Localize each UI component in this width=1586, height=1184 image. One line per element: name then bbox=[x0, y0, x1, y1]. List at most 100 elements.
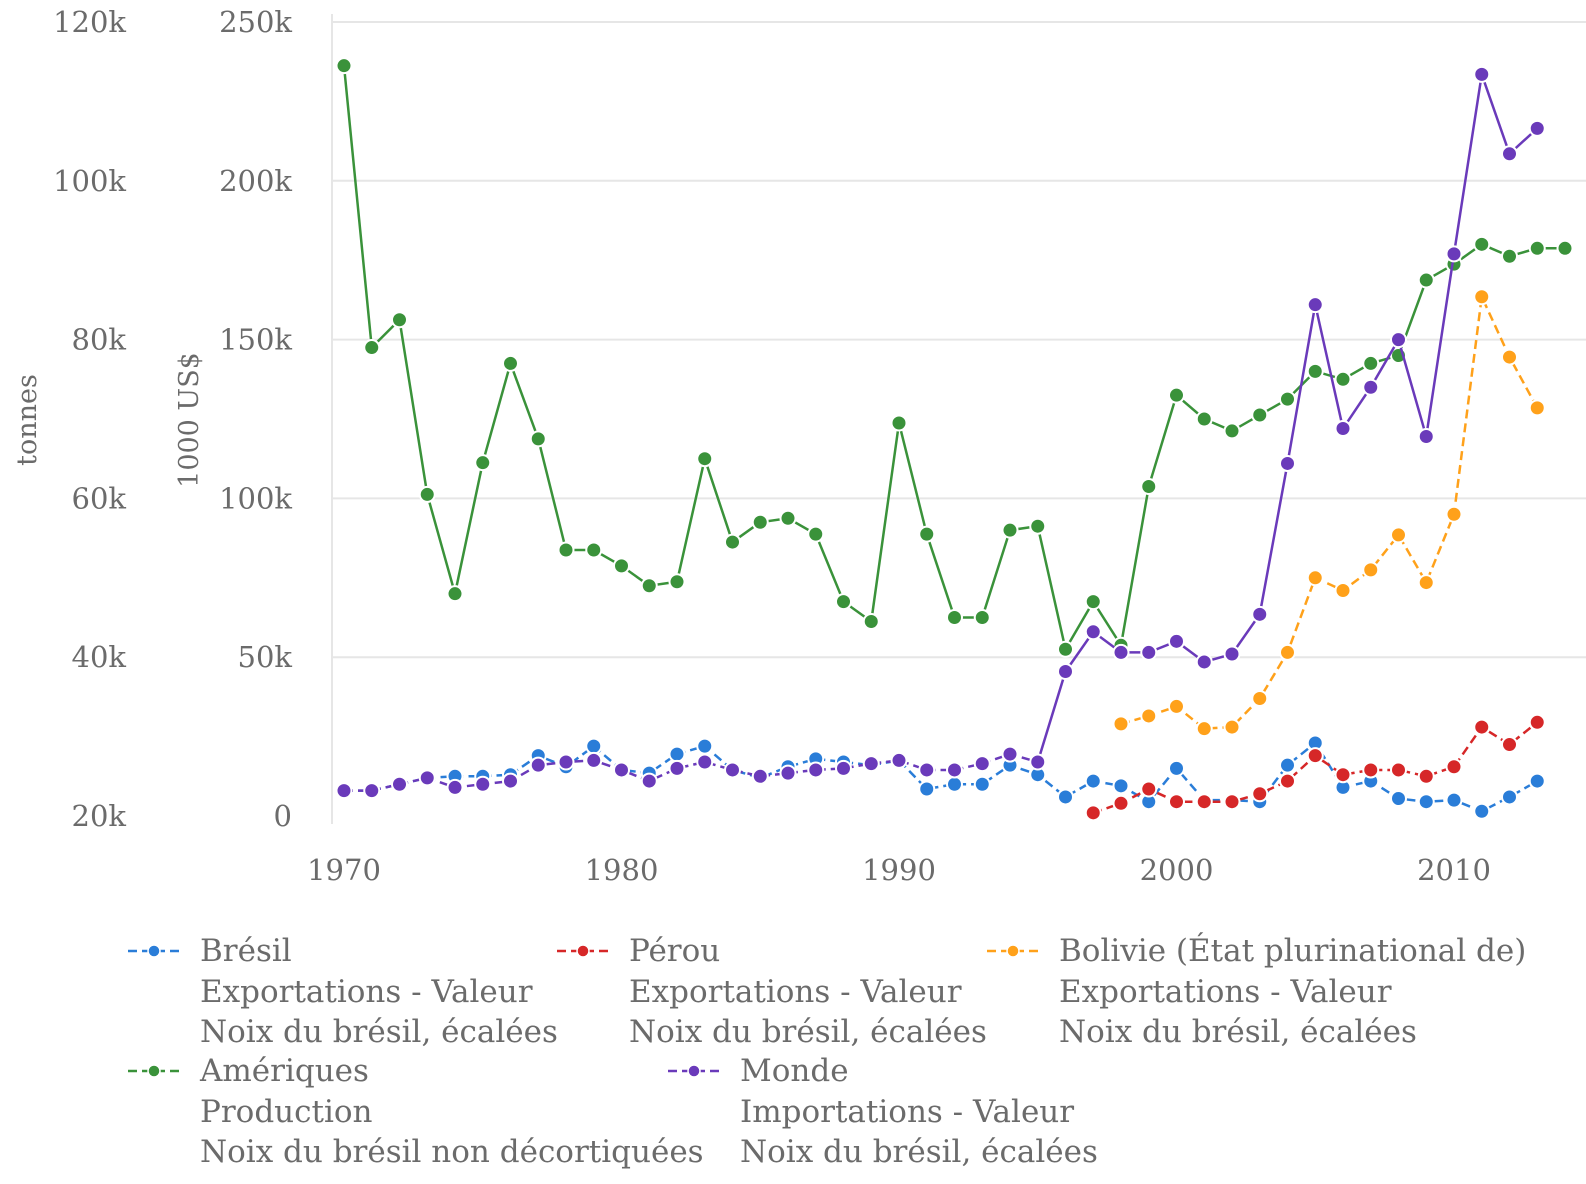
series-1 bbox=[1084, 713, 1546, 822]
y-tick-inner: 150k bbox=[219, 323, 292, 357]
data-point bbox=[1334, 766, 1352, 784]
legend-swatch bbox=[128, 1064, 180, 1078]
y-axis-value: 0 50k 100k 150k 200k 250k bbox=[219, 5, 292, 833]
x-tick: 1990 bbox=[862, 853, 936, 887]
y-tick-inner: 100k bbox=[219, 481, 292, 515]
data-point bbox=[1528, 772, 1546, 790]
data-point bbox=[1528, 399, 1546, 417]
y-tick-outer: 80k bbox=[72, 323, 127, 357]
data-point bbox=[751, 513, 769, 531]
data-point bbox=[1084, 593, 1102, 611]
y-axis-tonnes: 20k 40k 60k 80k 100k 120k bbox=[53, 5, 126, 833]
data-point bbox=[1029, 517, 1047, 535]
data-point bbox=[668, 745, 686, 763]
data-point bbox=[613, 761, 630, 779]
data-point bbox=[1501, 145, 1518, 163]
data-point bbox=[973, 609, 991, 626]
data-point bbox=[1112, 643, 1130, 661]
data-point bbox=[613, 557, 630, 575]
data-point bbox=[1306, 296, 1324, 314]
data-point bbox=[363, 339, 381, 357]
data-point bbox=[1168, 632, 1185, 650]
legend-label: Brésil Exportations - Valeur Noix du brési… bbox=[200, 933, 558, 1050]
data-point bbox=[557, 541, 575, 559]
data-point bbox=[1223, 718, 1241, 736]
data-point bbox=[1445, 245, 1463, 263]
data-point bbox=[1390, 761, 1407, 779]
data-point bbox=[1556, 239, 1574, 257]
data-point bbox=[585, 737, 603, 755]
data-point bbox=[946, 761, 963, 779]
data-point bbox=[446, 778, 464, 796]
data-point bbox=[1334, 370, 1352, 388]
data-point bbox=[1279, 643, 1296, 661]
y-axis-outer-title: tonnes bbox=[12, 374, 43, 466]
data-point bbox=[1417, 793, 1435, 811]
data-point bbox=[890, 414, 908, 432]
data-point bbox=[1057, 662, 1074, 680]
legend: Brésil Exportations - Valeur Noix du brési… bbox=[0, 925, 1586, 1184]
data-point bbox=[1223, 793, 1241, 811]
data-point bbox=[918, 780, 936, 798]
data-point bbox=[1279, 756, 1296, 774]
data-point bbox=[1168, 386, 1185, 404]
data-point bbox=[1112, 715, 1130, 733]
data-point bbox=[668, 573, 686, 591]
data-point bbox=[1473, 802, 1491, 820]
y-tick-inner: 200k bbox=[219, 164, 292, 198]
data-point bbox=[1057, 640, 1074, 658]
data-point bbox=[1362, 378, 1380, 396]
data-point bbox=[1001, 745, 1019, 763]
data-point bbox=[1528, 713, 1546, 731]
data-point bbox=[474, 454, 492, 472]
data-point bbox=[1473, 718, 1491, 736]
series-line bbox=[1120, 292, 1539, 730]
data-point bbox=[1445, 758, 1463, 776]
data-point bbox=[779, 509, 797, 527]
y-tick-inner: 50k bbox=[238, 640, 293, 674]
data-point bbox=[862, 755, 880, 773]
data-point bbox=[835, 759, 852, 777]
data-point bbox=[1001, 521, 1019, 539]
data-point bbox=[1140, 780, 1158, 798]
data-point bbox=[1223, 422, 1241, 440]
legend-swatch bbox=[668, 1064, 720, 1078]
data-point bbox=[391, 311, 408, 329]
data-point bbox=[418, 485, 436, 503]
data-point bbox=[1417, 271, 1435, 289]
data-point bbox=[1501, 788, 1518, 806]
data-point bbox=[1362, 761, 1380, 779]
data-point bbox=[1473, 65, 1491, 83]
data-point bbox=[1417, 767, 1435, 785]
y-tick-outer: 20k bbox=[72, 799, 127, 833]
x-tick: 1980 bbox=[585, 853, 659, 887]
legend-label: Monde Importations - Valeur Noix du brésil… bbox=[740, 1053, 1098, 1170]
data-point bbox=[1195, 410, 1213, 428]
data-point bbox=[1112, 794, 1130, 812]
y-tick-inner: 0 bbox=[274, 799, 292, 833]
data-point bbox=[862, 612, 880, 630]
data-point bbox=[1362, 354, 1380, 372]
data-point bbox=[1140, 643, 1158, 661]
data-point bbox=[779, 764, 797, 782]
data-point bbox=[1279, 390, 1296, 408]
legend-swatch bbox=[557, 944, 609, 958]
data-point bbox=[557, 753, 575, 771]
data-point bbox=[1251, 605, 1269, 623]
data-point bbox=[1251, 785, 1269, 803]
series-3 bbox=[335, 57, 1574, 658]
data-point bbox=[1306, 569, 1324, 587]
data-point bbox=[1195, 720, 1213, 738]
y-tick-outer: 100k bbox=[53, 164, 126, 198]
data-point bbox=[1140, 707, 1158, 725]
data-point bbox=[946, 609, 963, 626]
legend-swatch bbox=[987, 944, 1039, 958]
series-layer bbox=[335, 57, 1574, 822]
legend-label: Amériques Production Noix du brésil non dé… bbox=[200, 1053, 704, 1170]
data-point bbox=[1251, 406, 1269, 424]
data-point bbox=[1084, 804, 1102, 822]
data-point bbox=[1473, 288, 1491, 306]
data-point bbox=[807, 761, 825, 779]
data-point bbox=[1417, 574, 1435, 592]
series-line bbox=[344, 741, 1538, 813]
